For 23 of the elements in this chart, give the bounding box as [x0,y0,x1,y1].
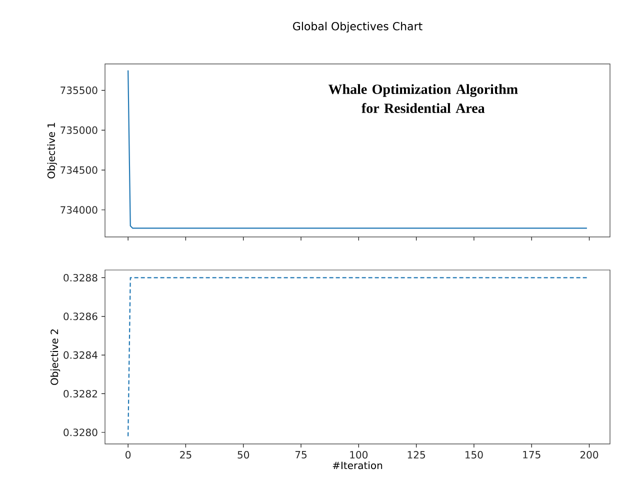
y-tick-label: 735000 [60,126,98,134]
x-tick-label: 25 [180,451,192,459]
y-tick-label: 734500 [60,166,98,174]
annotation: Whale Optimization Algorithm for Residential Area [328,84,518,114]
y-tick-label: 734000 [60,206,98,214]
y-axis-title: Objective 2 [50,330,60,385]
y-tick-label: 0.3284 [64,351,98,359]
x-tick-label: 150 [466,451,483,459]
x-tick-label: 0 [126,451,131,459]
x-tick-label: 175 [523,451,540,458]
y-tick-label: 0.3286 [64,312,98,320]
y-axis-title: Objective 1 [47,122,57,178]
chart-title: Global Objectives Chart [293,22,422,32]
y-tick-label: 0.3288 [64,274,98,282]
y-tick-label: 0.3282 [64,390,97,398]
x-tick-label: 200 [580,451,598,459]
x-tick-label: 100 [350,451,368,459]
y-tick-label: 0.3280 [64,428,98,436]
x-tick-label: 50 [238,451,250,459]
x-axis-title: #Iteration [332,461,382,470]
x-tick-label: 75 [295,451,306,458]
x-tick-label: 125 [408,451,425,459]
y-tick-label: 735500 [60,86,98,94]
